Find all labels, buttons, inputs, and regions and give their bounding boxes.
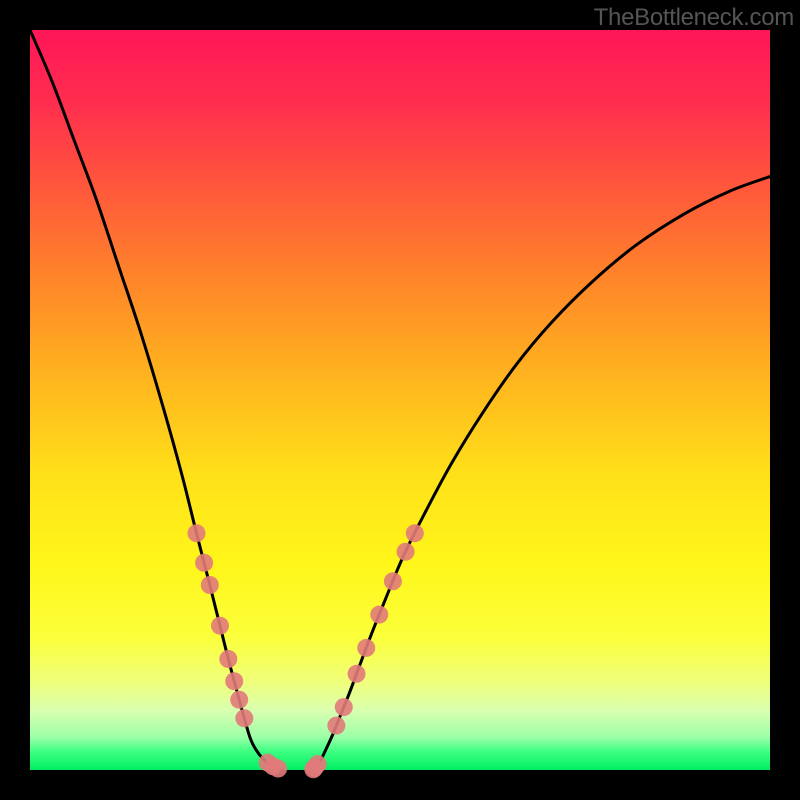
data-marker xyxy=(188,524,206,542)
data-marker xyxy=(406,524,424,542)
chart-svg xyxy=(0,0,800,800)
data-marker xyxy=(327,717,345,735)
data-marker xyxy=(357,639,375,657)
data-marker xyxy=(201,576,219,594)
data-marker xyxy=(335,698,353,716)
data-marker xyxy=(195,554,213,572)
data-marker xyxy=(211,617,229,635)
data-marker xyxy=(230,691,248,709)
data-marker xyxy=(235,709,253,727)
data-marker xyxy=(370,606,388,624)
data-marker xyxy=(309,755,327,773)
chart-stage: TheBottleneck.com xyxy=(0,0,800,800)
data-marker xyxy=(225,672,243,690)
data-marker xyxy=(219,650,237,668)
data-marker xyxy=(397,543,415,561)
watermark-text: TheBottleneck.com xyxy=(594,4,794,32)
plot-area xyxy=(30,30,770,770)
data-marker xyxy=(269,760,287,778)
data-marker xyxy=(384,572,402,590)
data-marker xyxy=(348,665,366,683)
